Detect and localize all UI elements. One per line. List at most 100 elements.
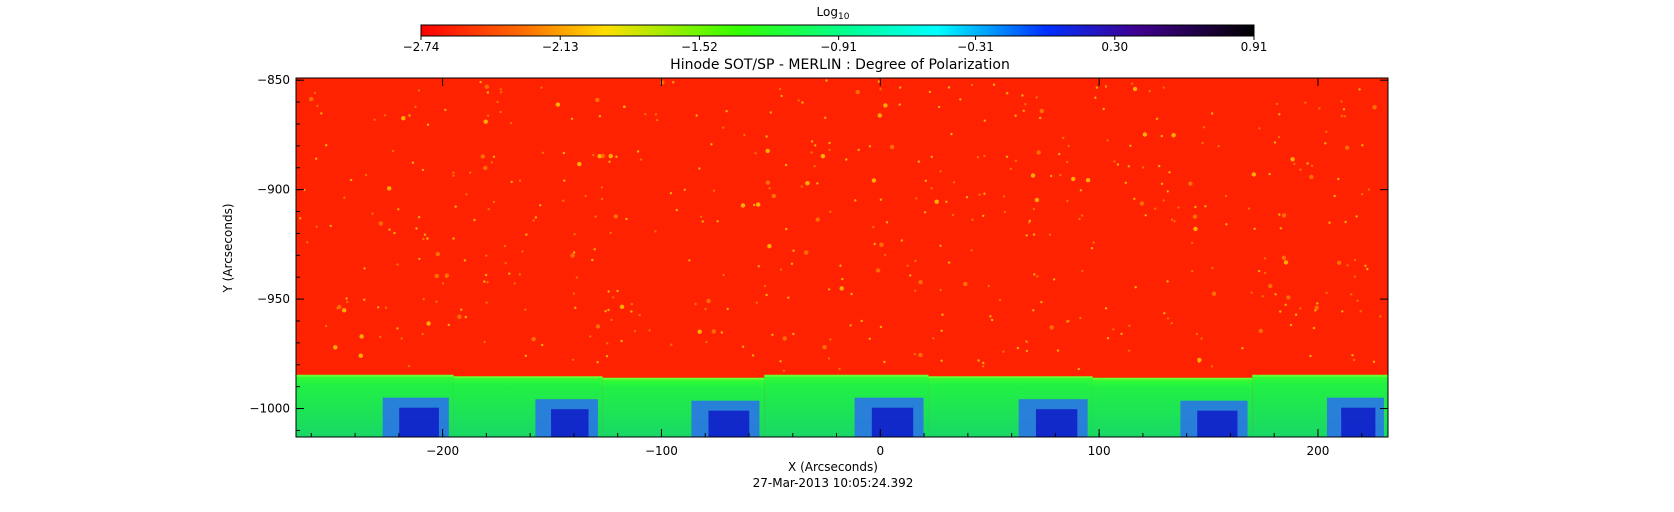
bright-point [1359, 310, 1362, 313]
bright-point [706, 298, 711, 304]
bright-point [473, 218, 476, 222]
bright-point [1337, 260, 1342, 265]
bright-point [490, 161, 493, 164]
bright-point [810, 151, 813, 154]
bright-point [800, 185, 803, 188]
bright-point [572, 251, 576, 254]
bright-point [435, 300, 438, 303]
bright-point [570, 117, 574, 121]
bright-point [1333, 194, 1336, 198]
bright-point [540, 86, 543, 89]
bright-point [1003, 210, 1006, 214]
bright-point [990, 318, 994, 322]
x-tick-label: −100 [645, 444, 678, 458]
bright-point [977, 359, 980, 362]
bright-point [396, 263, 399, 266]
bright-point [670, 343, 673, 346]
bright-point [1366, 267, 1369, 271]
bright-point [1155, 117, 1159, 121]
bright-point [1033, 273, 1036, 276]
bright-point [1188, 181, 1193, 186]
bright-point [785, 227, 788, 231]
bright-point [1085, 178, 1091, 183]
bright-point [1058, 152, 1061, 156]
bright-point [571, 358, 575, 361]
bright-point [1325, 130, 1328, 133]
bright-point [712, 189, 716, 192]
bright-point [688, 259, 691, 262]
bright-point [971, 218, 974, 221]
bright-point [883, 360, 886, 364]
bright-point [333, 345, 338, 350]
bright-point [1106, 337, 1110, 340]
bright-point [593, 248, 596, 251]
bright-point [479, 80, 482, 84]
bright-point [595, 97, 600, 103]
x-axis: −200 −100 0 100 200 [310, 78, 1363, 458]
bright-point [849, 324, 852, 327]
bright-point [978, 193, 981, 196]
bright-point [1014, 159, 1018, 162]
polarization-block-deep [1197, 410, 1238, 437]
bright-point [1274, 293, 1277, 296]
bright-point [525, 233, 528, 236]
bright-point [483, 119, 488, 124]
bright-point [1077, 367, 1081, 371]
bright-point [1294, 313, 1298, 316]
bright-point [508, 272, 511, 275]
bright-point [937, 105, 941, 109]
bright-point [754, 152, 757, 155]
bright-point [941, 313, 944, 316]
bright-point [828, 141, 831, 145]
bright-point [1173, 220, 1176, 223]
bright-point [638, 313, 641, 317]
bright-point [940, 359, 943, 362]
bright-point [839, 286, 844, 291]
bright-point [820, 154, 826, 159]
bright-point [417, 216, 421, 219]
bright-point [722, 273, 725, 277]
bright-point [726, 307, 729, 311]
bright-point [1160, 182, 1164, 185]
bright-point [877, 113, 882, 118]
bright-point [415, 227, 418, 230]
bright-point [1283, 260, 1289, 265]
bright-point [648, 329, 651, 332]
bright-point [1016, 346, 1020, 350]
bright-point [1314, 309, 1317, 312]
bright-point [1067, 144, 1070, 148]
bright-point [1106, 139, 1109, 142]
bright-point [1059, 173, 1062, 177]
bright-point [486, 281, 489, 284]
bright-point [1191, 269, 1194, 273]
bright-point [1158, 164, 1161, 168]
bright-point [695, 114, 698, 117]
bright-point [716, 220, 719, 223]
bright-point [407, 364, 411, 368]
bright-point [1253, 227, 1256, 230]
bright-point [879, 88, 882, 91]
bright-point [779, 268, 783, 271]
bright-point [989, 315, 992, 318]
bright-point [827, 288, 831, 291]
bright-point [1030, 173, 1036, 178]
bright-point [1281, 213, 1287, 218]
bright-point [562, 151, 566, 155]
bright-point [594, 215, 597, 218]
bright-point [792, 332, 795, 336]
bright-point [740, 203, 746, 208]
bright-point [1141, 166, 1145, 169]
bright-point [299, 217, 302, 220]
bright-point [510, 180, 513, 184]
bright-point [1034, 197, 1040, 203]
bright-point [945, 200, 948, 203]
bright-point [1050, 174, 1053, 178]
bright-point [699, 215, 703, 218]
bright-point [879, 325, 883, 329]
bright-point [983, 192, 986, 195]
bright-point [1360, 193, 1364, 196]
bright-point [915, 197, 918, 200]
bright-point [363, 267, 366, 270]
bright-point [607, 290, 610, 293]
bright-point [1177, 206, 1180, 209]
